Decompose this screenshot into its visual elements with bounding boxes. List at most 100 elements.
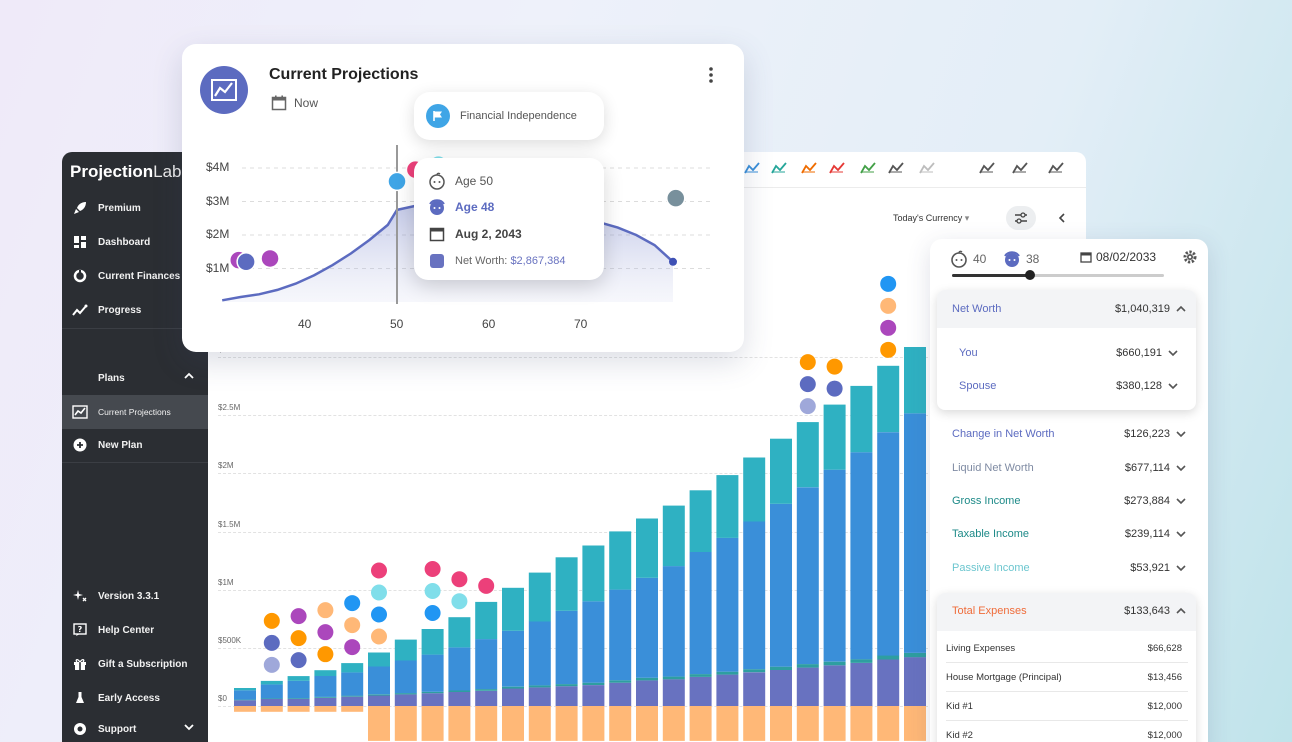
plans-section-header[interactable]: Plans — [62, 362, 208, 394]
net-worth-header[interactable] — [937, 290, 1196, 328]
bar-segment[interactable] — [609, 589, 632, 681]
bar-segment[interactable] — [448, 690, 471, 693]
bar-segment-negative[interactable] — [234, 706, 256, 712]
panel-date[interactable]: 08/02/2033 — [1080, 250, 1156, 264]
milestone-marker-icon[interactable] — [260, 248, 280, 269]
bar-segment[interactable] — [743, 521, 766, 670]
bar-segment[interactable] — [260, 699, 283, 706]
bar-segment-negative[interactable] — [609, 706, 632, 741]
bar-segment[interactable] — [448, 692, 471, 706]
bar-segment-negative[interactable] — [475, 706, 498, 741]
bar-segment[interactable] — [850, 659, 873, 663]
bar-segment[interactable] — [287, 676, 310, 681]
chart-branch-icon[interactable] — [771, 161, 787, 175]
bar-segment[interactable] — [502, 630, 524, 687]
bar-segment[interactable] — [368, 652, 390, 667]
bar-segment[interactable] — [823, 665, 846, 706]
bar-segment[interactable] — [662, 676, 685, 680]
run-icon[interactable] — [829, 161, 845, 175]
bar-segment-negative[interactable] — [314, 706, 337, 712]
bar-segment[interactable] — [260, 680, 283, 685]
bar-segment[interactable] — [904, 653, 926, 658]
summary-row[interactable]: Taxable Income $239,114 — [952, 524, 1186, 544]
summary-row[interactable]: Passive Income $53,921 — [952, 558, 1186, 578]
bar-segment[interactable] — [314, 696, 337, 698]
bar-segment-negative[interactable] — [341, 706, 364, 712]
bar-segment-negative[interactable] — [850, 706, 873, 741]
bar-segment-negative[interactable] — [823, 706, 846, 741]
bar-segment[interactable] — [341, 663, 364, 673]
bar-segment-negative[interactable] — [502, 706, 524, 741]
bar-segment[interactable] — [528, 685, 551, 688]
sidebar-item-current-projections[interactable]: Current Projections — [62, 395, 208, 429]
bar-segment[interactable] — [555, 684, 578, 687]
bar-segment[interactable] — [287, 699, 310, 706]
event-marker-icon[interactable] — [826, 380, 843, 397]
bar-segment[interactable] — [421, 691, 444, 694]
event-marker-icon[interactable] — [880, 275, 897, 292]
bar-segment-negative[interactable] — [689, 706, 712, 741]
bar-segment[interactable] — [716, 671, 739, 675]
bar-segment[interactable] — [448, 647, 471, 691]
bar-segment[interactable] — [823, 661, 846, 666]
bar-segment[interactable] — [502, 688, 524, 707]
sidebar-item-current-finances[interactable]: Current Finances — [62, 260, 208, 292]
currency-dropdown[interactable]: Today's Currency ▾ — [893, 213, 970, 223]
cloud-icon[interactable] — [1012, 161, 1028, 175]
bar-segment[interactable] — [770, 438, 792, 504]
bar-segment[interactable] — [475, 601, 498, 640]
end-point[interactable] — [669, 257, 677, 266]
bar-segment[interactable] — [528, 687, 551, 706]
bar-segment[interactable] — [394, 694, 417, 706]
event-marker-icon[interactable] — [880, 319, 897, 336]
event-marker-icon[interactable] — [799, 376, 816, 393]
event-marker-icon[interactable] — [478, 577, 495, 594]
bar-segment[interactable] — [609, 682, 632, 706]
filter-button[interactable] — [1006, 206, 1036, 230]
bar-segment[interactable] — [582, 682, 605, 685]
milestone-popup[interactable]: Financial Independence — [414, 92, 604, 140]
event-marker-icon[interactable] — [799, 398, 816, 415]
event-marker-icon[interactable] — [451, 593, 468, 610]
summary-row[interactable]: Change in Net Worth $126,223 — [952, 424, 1186, 444]
bar-segment-negative[interactable] — [662, 706, 685, 741]
summary-row[interactable]: Liquid Net Worth $677,114 — [952, 458, 1186, 478]
expense-row[interactable]: House Mortgage (Principal) $13,456 — [946, 663, 1188, 692]
bar-segment[interactable] — [475, 639, 498, 690]
bar-segment[interactable] — [770, 666, 792, 670]
bar-segment-negative[interactable] — [555, 706, 578, 741]
sidebar-item-progress[interactable]: Progress — [62, 294, 208, 326]
bar-segment[interactable] — [636, 677, 658, 681]
bar-segment[interactable] — [555, 610, 578, 685]
bar-segment[interactable] — [421, 654, 444, 692]
bar-segment[interactable] — [394, 660, 417, 694]
bar-segment-negative[interactable] — [368, 706, 390, 741]
bar-segment[interactable] — [662, 679, 685, 706]
bar-segment-negative[interactable] — [716, 706, 739, 741]
bar-segment[interactable] — [368, 694, 390, 696]
bar-segment[interactable] — [368, 666, 390, 695]
bar-segment[interactable] — [475, 689, 498, 691]
bar-segment[interactable] — [743, 669, 766, 673]
bar-segment[interactable] — [287, 698, 310, 699]
money-icon[interactable] — [801, 161, 817, 175]
sidebar-item-early-access[interactable]: Early Access — [62, 682, 208, 714]
event-marker-icon[interactable] — [317, 624, 334, 641]
event-marker-icon[interactable] — [424, 604, 441, 621]
event-marker-icon[interactable] — [263, 656, 280, 673]
settings-button[interactable] — [1182, 249, 1198, 270]
net-worth-row[interactable]: Net Worth $1,040,319 — [952, 299, 1186, 319]
net-worth-you-row[interactable]: You $660,191 — [959, 343, 1178, 363]
bar-segment[interactable] — [582, 601, 605, 683]
event-marker-icon[interactable] — [290, 652, 307, 669]
bar-segment[interactable] — [877, 655, 900, 660]
bar-segment[interactable] — [582, 685, 605, 706]
event-marker-icon[interactable] — [424, 582, 441, 599]
bar-segment[interactable] — [850, 452, 873, 660]
more-options-button[interactable] — [704, 66, 718, 84]
bar-segment[interactable] — [502, 587, 524, 631]
sidebar-item-dashboard[interactable]: Dashboard — [62, 226, 208, 258]
bar-segment[interactable] — [716, 674, 739, 706]
bar-segment[interactable] — [234, 700, 256, 706]
summary-row[interactable]: Gross Income $273,884 — [952, 491, 1186, 511]
